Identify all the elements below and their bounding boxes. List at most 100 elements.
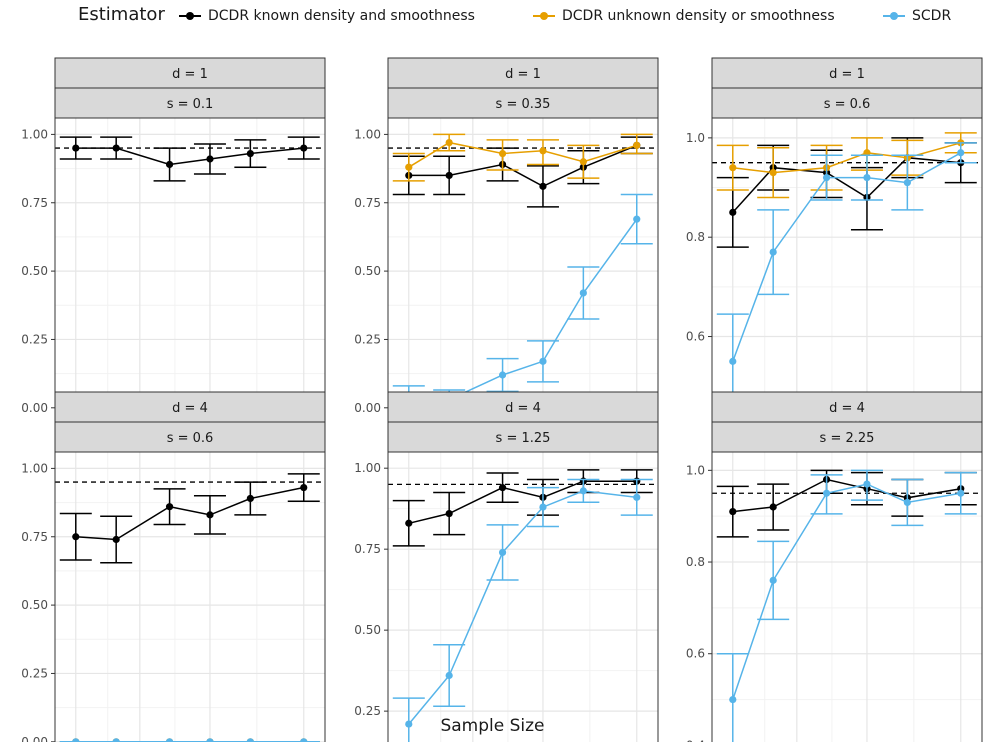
data-point — [769, 503, 777, 511]
y-tick-label: 0.25 — [21, 332, 48, 346]
data-point — [498, 548, 507, 557]
series-line-scdr — [732, 152, 962, 362]
data-point — [769, 576, 777, 584]
data-point — [498, 484, 507, 492]
panel-5: d = 4s = 1.25100300100050000.250.500.751… — [354, 391, 659, 742]
y-tick-label: 0.25 — [354, 704, 381, 718]
data-point — [957, 489, 965, 497]
legend-label-dcdr-known: DCDR known density and smoothness — [208, 8, 475, 24]
data-point — [72, 533, 80, 541]
data-point — [165, 738, 174, 742]
panel-background — [55, 452, 325, 742]
data-point — [633, 493, 641, 501]
y-tick-label: 0.6 — [686, 647, 705, 661]
series-line-dcdr-known — [408, 480, 637, 525]
legend-label-scdr: SCDR — [912, 8, 952, 24]
data-point — [633, 141, 641, 149]
panel-border — [711, 451, 983, 742]
data-point — [579, 289, 587, 297]
data-point — [445, 171, 453, 180]
y-tick-label: 0.75 — [354, 196, 381, 210]
data-point — [300, 483, 308, 492]
panel-3: d = 1s = 0.6100300100050000.60.81.0 — [686, 57, 983, 437]
strip-top-label: d = 1 — [505, 67, 541, 82]
series-line-dcdr-known — [732, 156, 961, 213]
panel-background — [712, 452, 982, 742]
series-line-scdr — [408, 490, 637, 725]
y-tick-label: 0.8 — [686, 555, 705, 569]
strip-bottom-label: s = 2.25 — [820, 431, 875, 446]
y-tick-label: 0.75 — [354, 542, 381, 556]
legend: Estimator DCDR known density and smoothn… — [0, 0, 985, 32]
data-point — [729, 695, 737, 704]
y-tick-label: 0.25 — [354, 332, 381, 346]
series-scdr — [392, 478, 653, 742]
y-tick-label: 0.00 — [21, 735, 48, 742]
strip-bottom-label: s = 0.1 — [167, 97, 214, 112]
series-line-dcdr-known — [408, 144, 638, 188]
y-tick-label: 0.50 — [354, 264, 381, 278]
y-tick-label: 1.00 — [354, 461, 381, 475]
panel-background — [55, 118, 325, 416]
series-dcdr-known — [59, 473, 320, 564]
panel-1: d = 1s = 0.1100300100050000.000.250.500.… — [21, 57, 326, 437]
strip-bottom-bg — [387, 421, 659, 453]
data-point — [822, 174, 831, 182]
data-point — [206, 738, 214, 742]
y-tick-label: 1.0 — [686, 463, 705, 477]
data-point — [729, 357, 737, 365]
series-dcdr-unknown — [392, 133, 653, 182]
y-tick-label: 0.25 — [21, 666, 48, 680]
panel-border — [54, 451, 326, 742]
strip-bottom-bg — [54, 421, 326, 453]
data-point — [729, 208, 737, 216]
panel-6: d = 4s = 2.25100300100050000.40.60.81.0 — [686, 391, 983, 742]
panel-background — [388, 118, 658, 416]
data-point — [112, 144, 120, 152]
data-point — [165, 160, 174, 169]
strip-bottom-label: s = 0.6 — [824, 97, 871, 112]
data-point — [72, 144, 80, 152]
x-axis-label: Sample Size — [440, 716, 545, 736]
panel-background — [388, 452, 658, 742]
data-point — [863, 480, 871, 488]
data-point — [405, 519, 413, 527]
series-line-dcdr-known — [75, 486, 304, 541]
data-point — [206, 511, 214, 519]
strip-bottom-label: s = 0.6 — [167, 431, 214, 446]
data-point — [300, 144, 308, 152]
strip-top-bg — [54, 57, 326, 89]
y-tick-label: 0.50 — [21, 598, 48, 612]
legend-key-dcdr-known — [176, 6, 204, 26]
panel-4: d = 4s = 0.6100300100050000.000.250.500.… — [21, 391, 326, 742]
data-point — [539, 182, 547, 190]
y-tick-label: 0.00 — [354, 401, 381, 415]
y-tick-label: 1.0 — [686, 131, 705, 145]
y-tick-label: 0.6 — [686, 330, 705, 344]
data-point — [165, 503, 174, 511]
series-line-dcdr-known — [732, 478, 961, 513]
legend-item-scdr: SCDR — [880, 6, 951, 26]
data-point — [206, 155, 214, 163]
strip-top-label: d = 4 — [829, 401, 865, 416]
panel-border — [387, 451, 659, 742]
legend-key-dcdr-unknown — [530, 6, 558, 26]
strip-top-label: d = 1 — [829, 67, 865, 82]
data-point — [729, 164, 737, 172]
data-point — [498, 149, 507, 158]
data-point — [246, 149, 254, 158]
y-tick-label: 1.00 — [21, 127, 48, 141]
strip-top-label: d = 4 — [172, 401, 208, 416]
y-tick-label: 0.00 — [21, 401, 48, 415]
legend-item-dcdr-unknown: DCDR unknown density or smoothness — [530, 6, 835, 26]
data-point — [445, 139, 453, 147]
strip-top-bg — [387, 391, 659, 423]
y-tick-label: 0.50 — [354, 623, 381, 637]
data-point — [498, 371, 507, 379]
data-point — [957, 149, 965, 157]
strip-bottom-label: s = 1.25 — [496, 431, 551, 446]
data-point — [539, 357, 547, 365]
y-tick-label: 0.75 — [21, 196, 48, 210]
legend-item-dcdr-known: DCDR known density and smoothness — [176, 6, 475, 26]
y-tick-label: 1.00 — [354, 127, 381, 141]
